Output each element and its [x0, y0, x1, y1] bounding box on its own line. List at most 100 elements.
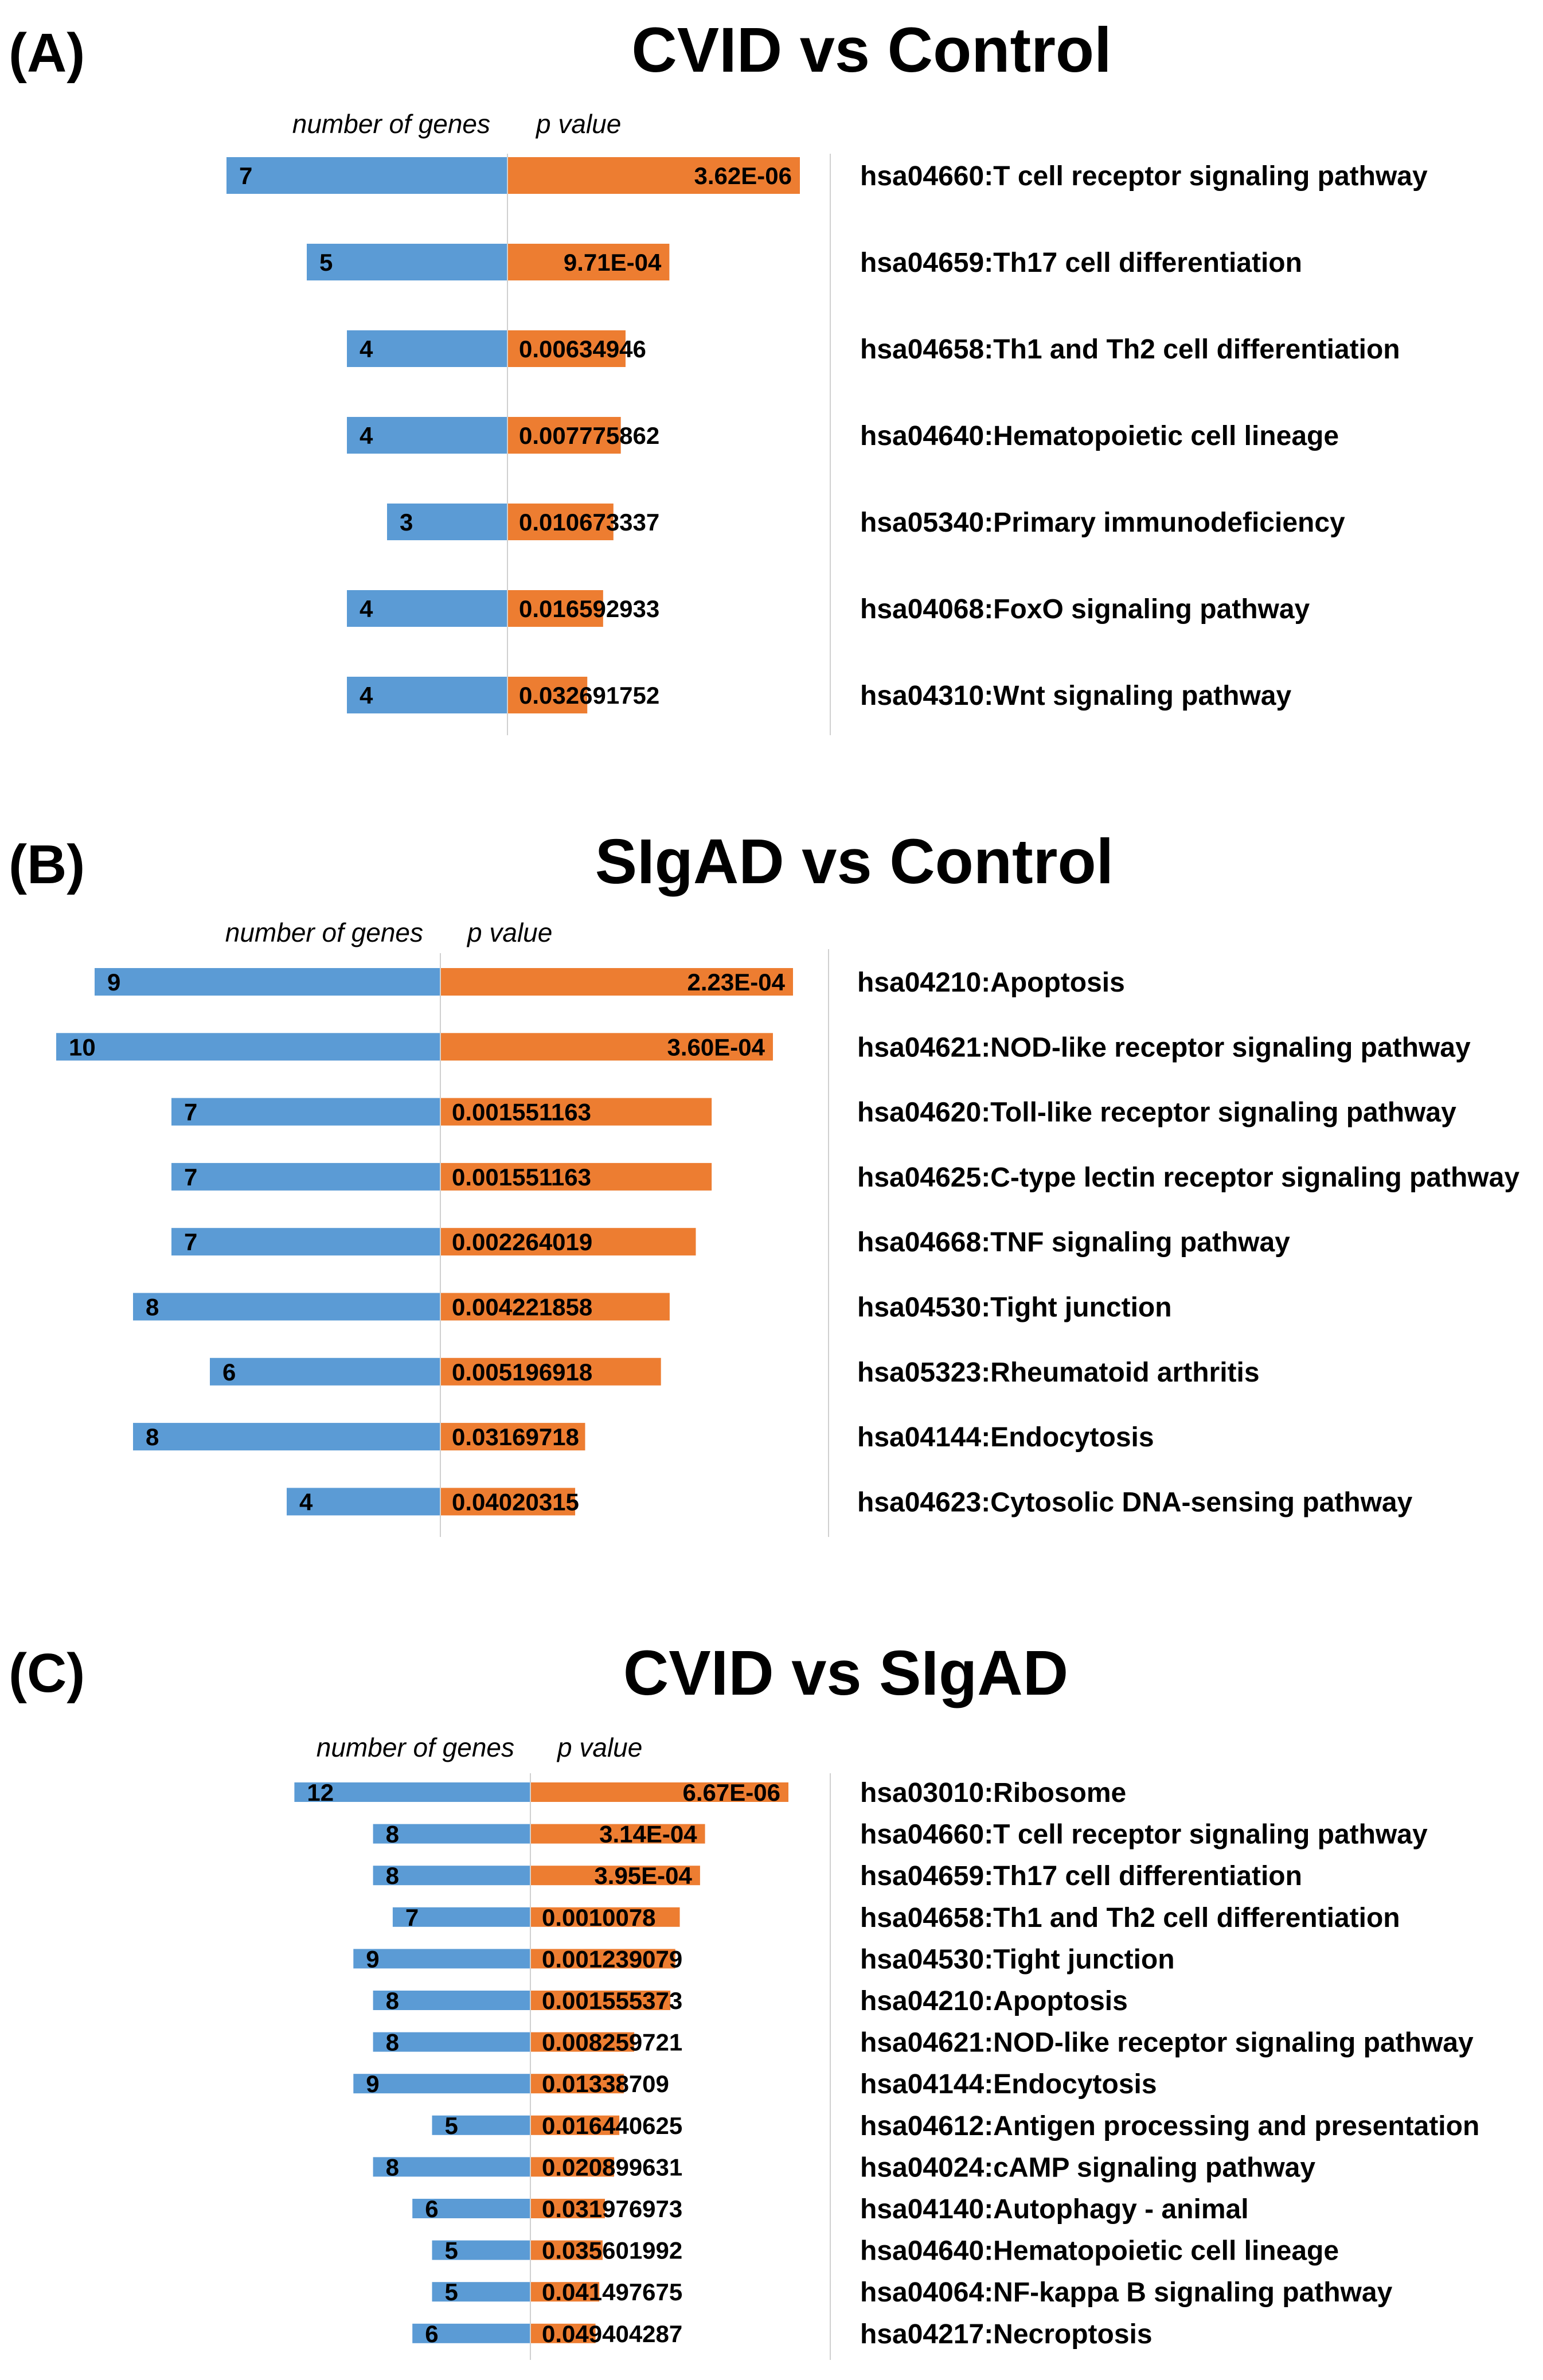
genes-value-label: 4 — [299, 1488, 313, 1515]
pathway-label: hsa04658:Th1 and Th2 cell differentiatio… — [860, 1903, 1400, 1933]
genes-value-label: 4 — [360, 335, 373, 362]
pathway-label: hsa04144:Endocytosis — [857, 1422, 1154, 1453]
pathway-label: hsa04210:Apoptosis — [857, 967, 1125, 998]
genes-value-label: 6 — [222, 1359, 236, 1386]
genes-bar — [353, 1949, 530, 1969]
genes-bar — [56, 1033, 440, 1061]
genes-bar — [171, 1228, 440, 1256]
p-value-bar — [530, 1991, 671, 2010]
p-value-label: 0.00634946 — [519, 335, 646, 362]
genes-bar — [373, 2032, 530, 2052]
p-value-label: 0.001555373 — [542, 1987, 682, 2014]
p-value-bar — [530, 1949, 675, 1969]
panel-c: (C) CVID vs SIgAD number of genes p value 12… — [9, 1638, 1479, 2360]
genes-value-label: 4 — [360, 422, 373, 449]
genes-bar — [353, 2074, 530, 2094]
genes-value-label: 8 — [386, 1862, 399, 1889]
p-value-bar — [530, 2199, 605, 2218]
genes-bar — [133, 1423, 440, 1451]
genes-value-label: 7 — [184, 1099, 197, 1126]
pathway-label: hsa04024:cAMP signaling pathway — [860, 2152, 1315, 2183]
genes-value-label: 10 — [69, 1033, 96, 1060]
panel-a: (A) CVID vs Control number of genes p value… — [9, 15, 1428, 735]
genes-value-label: 4 — [360, 595, 373, 622]
p-value-bar — [530, 2157, 615, 2177]
pathway-label: hsa04640:Hematopoietic cell lineage — [860, 2236, 1339, 2266]
genes-value-label: 9 — [366, 1945, 379, 1972]
pathway-label: hsa04659:Th17 cell differentiation — [860, 1861, 1302, 1891]
genes-value-label: 5 — [319, 249, 333, 276]
genes-bar — [387, 504, 507, 540]
genes-value-label: 8 — [146, 1294, 159, 1321]
p-value-bar — [507, 590, 603, 627]
genes-bar — [133, 1293, 440, 1321]
genes-value-label: 7 — [239, 162, 252, 189]
genes-bar — [392, 1907, 530, 1927]
pathway-label: hsa04621:NOD-like receptor signaling pat… — [857, 1032, 1471, 1063]
pathway-label: hsa04668:TNF signaling pathway — [857, 1227, 1290, 1258]
panel-label: (B) — [9, 834, 85, 895]
pathway-label: hsa04660:T cell receptor signaling pathw… — [860, 161, 1428, 192]
panel-label: (A) — [9, 22, 85, 84]
p-value-label: 3.60E-04 — [667, 1033, 765, 1060]
pathway-label: hsa04530:Tight junction — [857, 1293, 1172, 1323]
p-value-label: 0.002264019 — [452, 1228, 592, 1255]
genes-bar — [432, 2115, 530, 2135]
pathway-label: hsa04660:T cell receptor signaling pathw… — [860, 1820, 1428, 1850]
genes-value-label: 6 — [425, 2320, 438, 2347]
p-value-bar — [530, 1907, 680, 1927]
p-value-bar — [507, 417, 621, 454]
p-value-label: 9.71E-04 — [564, 249, 662, 276]
p-value-bar — [507, 157, 800, 194]
genes-value-label: 7 — [184, 1164, 197, 1191]
genes-value-label: 4 — [360, 682, 373, 709]
pathway-label: hsa04620:Toll-like receptor signaling pa… — [857, 1098, 1456, 1128]
p-value-label: 0.041497675 — [542, 2278, 682, 2305]
genes-value-label: 3 — [400, 509, 413, 536]
pathway-label: hsa05323:Rheumatoid arthritis — [857, 1357, 1260, 1388]
genes-value-label: 12 — [307, 1779, 334, 1806]
genes-value-label: 6 — [425, 2195, 438, 2222]
pathway-label: hsa04144:Endocytosis — [860, 2069, 1157, 2100]
p-value-header: p value — [535, 109, 621, 139]
genes-value-label: 7 — [405, 1904, 419, 1931]
p-value-label: 0.020899631 — [542, 2153, 682, 2180]
p-value-bar — [440, 1357, 661, 1386]
genes-bar — [294, 1782, 530, 1802]
pathway-label: hsa05340:Primary immunodeficiency — [860, 508, 1345, 538]
p-value-label: 0.035601992 — [542, 2237, 682, 2264]
p-value-label: 0.008259721 — [542, 2029, 682, 2056]
genes-bar — [432, 2282, 530, 2302]
p-value-bar — [530, 2282, 600, 2302]
p-value-bar — [530, 2074, 624, 2094]
p-value-bar — [530, 2032, 635, 2052]
p-value-label: 3.62E-06 — [694, 162, 792, 189]
pathway-label: hsa04659:Th17 cell differentiation — [860, 248, 1302, 278]
p-value-header: p value — [466, 918, 552, 947]
p-value-bar — [507, 504, 614, 540]
pathway-label: hsa04612:Antigen processing and presenta… — [860, 2111, 1479, 2141]
pathway-label: hsa04658:Th1 and Th2 cell differentiatio… — [860, 334, 1400, 365]
p-value-label: 6.67E-06 — [683, 1779, 780, 1806]
pathway-label: hsa04210:Apoptosis — [860, 1986, 1128, 2016]
p-value-bar — [530, 1866, 700, 1886]
pathway-label: hsa04310:Wnt signaling pathway — [860, 681, 1291, 711]
p-value-bar — [440, 1488, 576, 1516]
panel-title: CVID vs SIgAD — [623, 1638, 1068, 1708]
p-value-label: 0.03169718 — [452, 1423, 579, 1450]
p-value-label: 0.01338709 — [542, 2070, 669, 2097]
genes-value-label: 9 — [366, 2070, 379, 2097]
pathway-label: hsa03010:Ribosome — [860, 1778, 1126, 1808]
genes-value-label: 8 — [386, 2029, 399, 2056]
pathway-label: hsa04068:FoxO signaling pathway — [860, 594, 1310, 625]
p-value-bar — [507, 677, 588, 713]
p-value-bar — [507, 244, 670, 280]
genes-bar — [347, 677, 507, 713]
genes-value-label: 8 — [146, 1423, 159, 1450]
pathway-label: hsa04623:Cytosolic DNA-sensing pathway — [857, 1487, 1413, 1517]
genes-bar — [307, 244, 507, 280]
p-value-bar — [440, 1162, 712, 1191]
p-value-label: 0.010673337 — [519, 509, 659, 536]
p-value-label: 0.004221858 — [452, 1294, 592, 1321]
p-value-bar — [440, 1293, 670, 1321]
